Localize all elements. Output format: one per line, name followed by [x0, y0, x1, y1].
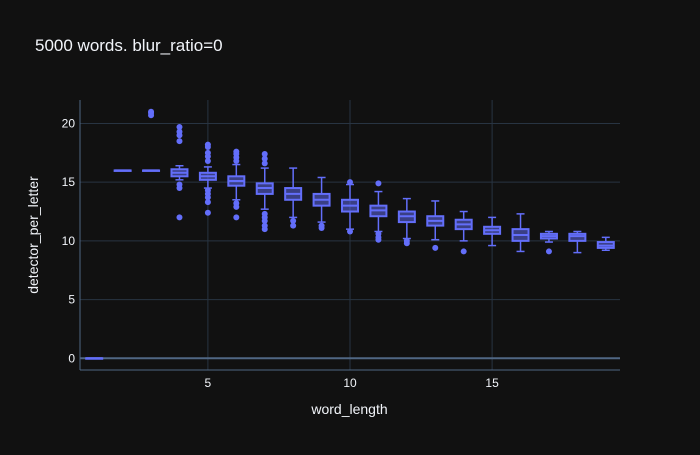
box-10 [341, 179, 359, 235]
outlier-point [261, 210, 268, 217]
y-tick-label: 10 [62, 234, 76, 248]
box-13 [426, 200, 445, 251]
outlier-point [176, 128, 183, 135]
outlier-point [261, 151, 268, 157]
outlier-point [545, 248, 552, 255]
outlier-point [261, 160, 268, 167]
outlier-point [233, 200, 240, 207]
outlier-point [290, 222, 297, 229]
box-body [568, 232, 587, 242]
outlier-point [233, 148, 240, 155]
outlier-point [375, 180, 382, 187]
box-layer [85, 108, 615, 360]
box-7 [255, 151, 274, 233]
box-2 [113, 169, 132, 172]
box-17 [539, 230, 558, 255]
outlier-point [204, 187, 211, 194]
x-tick-label: 10 [343, 376, 357, 390]
outlier-point [233, 214, 240, 221]
box-14 [454, 210, 473, 255]
outlier-point [261, 155, 268, 162]
outlier-point [148, 108, 155, 115]
outlier-point [204, 141, 211, 148]
y-tick-label: 0 [68, 351, 75, 365]
box-6 [227, 148, 246, 221]
outlier-point [176, 214, 183, 221]
outlier-point [261, 222, 268, 229]
box-18 [568, 230, 587, 254]
y-axis-label: detector_per_letter [25, 176, 41, 294]
x-axis-label: word_length [310, 401, 387, 417]
box-15 [483, 216, 502, 247]
outlier-point [375, 230, 382, 237]
outlier-point [403, 237, 410, 244]
x-tick-label: 5 [205, 376, 212, 390]
outlier-point [347, 228, 353, 235]
outlier-point [204, 149, 211, 156]
box-1 [85, 357, 104, 360]
chart-title: 5000 words. blur_ratio=0 [35, 36, 223, 55]
y-tick-label: 15 [62, 175, 76, 189]
outlier-point [176, 181, 183, 188]
outlier-point [290, 217, 297, 224]
outlier-point [460, 248, 467, 255]
box-4 [170, 124, 189, 221]
outlier-point [432, 244, 439, 251]
outlier-point [347, 179, 353, 186]
box-8 [284, 167, 303, 229]
y-tick-label: 5 [68, 293, 75, 307]
box-12 [397, 197, 416, 247]
outlier-point [176, 124, 183, 130]
axis-layer: 5 10 15 0 5 10 15 20 [62, 100, 620, 390]
outlier-point [204, 158, 211, 165]
box-11 [369, 180, 388, 243]
outlier-point [176, 138, 183, 145]
box-19 [596, 236, 615, 252]
x-tick-label: 15 [485, 376, 499, 390]
outlier-point [204, 199, 211, 206]
box-5 [198, 141, 217, 216]
box-3 [142, 108, 161, 172]
box-16 [511, 213, 530, 253]
y-tick-label: 20 [62, 116, 76, 130]
outlier-point [204, 209, 211, 216]
box-9 [312, 176, 331, 231]
outlier-point [318, 222, 325, 229]
